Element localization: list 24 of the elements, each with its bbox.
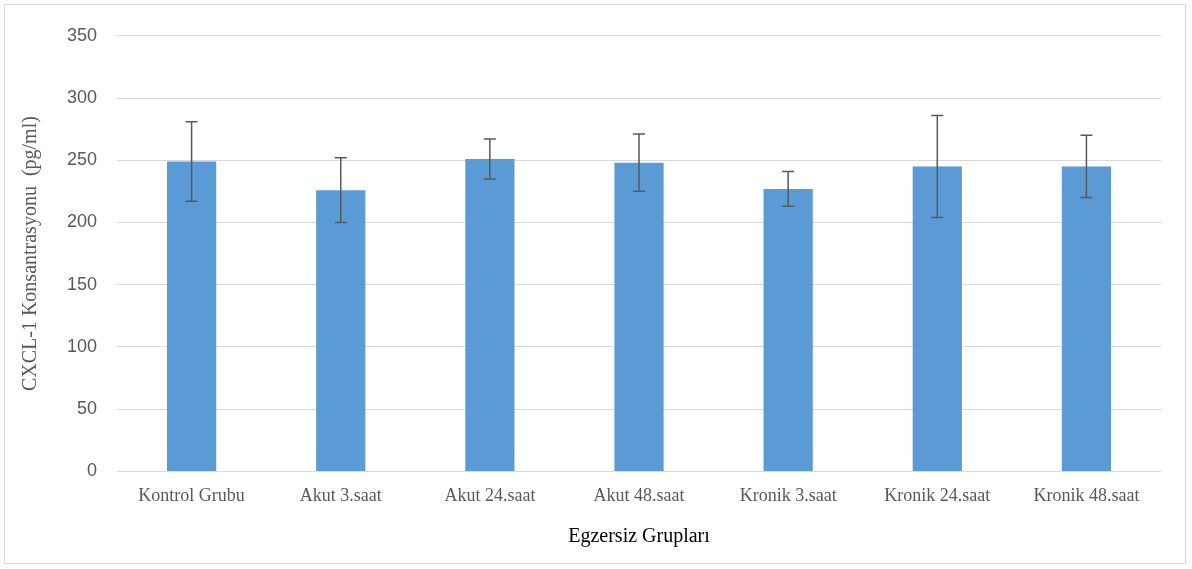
y-tick-label: 350 bbox=[66, 24, 98, 45]
y-tick-label: 50 bbox=[77, 398, 98, 419]
x-tick-label: Akut 3.saat bbox=[299, 484, 382, 505]
bar bbox=[763, 188, 813, 471]
x-tick-label: Kronik 48.saat bbox=[1033, 484, 1140, 505]
x-tick-label: Kronik 24.saat bbox=[884, 484, 991, 505]
y-tick-label: 0 bbox=[87, 460, 98, 481]
bar bbox=[912, 166, 962, 471]
y-tick-label: 150 bbox=[66, 273, 98, 294]
x-tick-label: Akut 48.saat bbox=[593, 484, 685, 505]
bar bbox=[316, 190, 366, 471]
y-tick-label: 300 bbox=[66, 87, 98, 107]
bar bbox=[1061, 166, 1112, 471]
x-tick-label: Kontrol Grubu bbox=[138, 484, 245, 505]
x-tick-label: Kronik 3.saat bbox=[739, 484, 837, 505]
y-tick-label: 250 bbox=[66, 149, 98, 170]
x-tick-label: Akut 24.saat bbox=[444, 484, 536, 505]
y-tick-label: 100 bbox=[66, 335, 98, 356]
y-tick-label: 200 bbox=[66, 211, 98, 232]
bar bbox=[614, 162, 664, 471]
bar bbox=[166, 161, 217, 471]
y-axis-title: CXCL-1 Konsantrasyonu (pg/ml) bbox=[18, 116, 42, 392]
bar bbox=[465, 159, 515, 471]
x-axis-title: Egzersiz Grupları bbox=[568, 524, 711, 548]
